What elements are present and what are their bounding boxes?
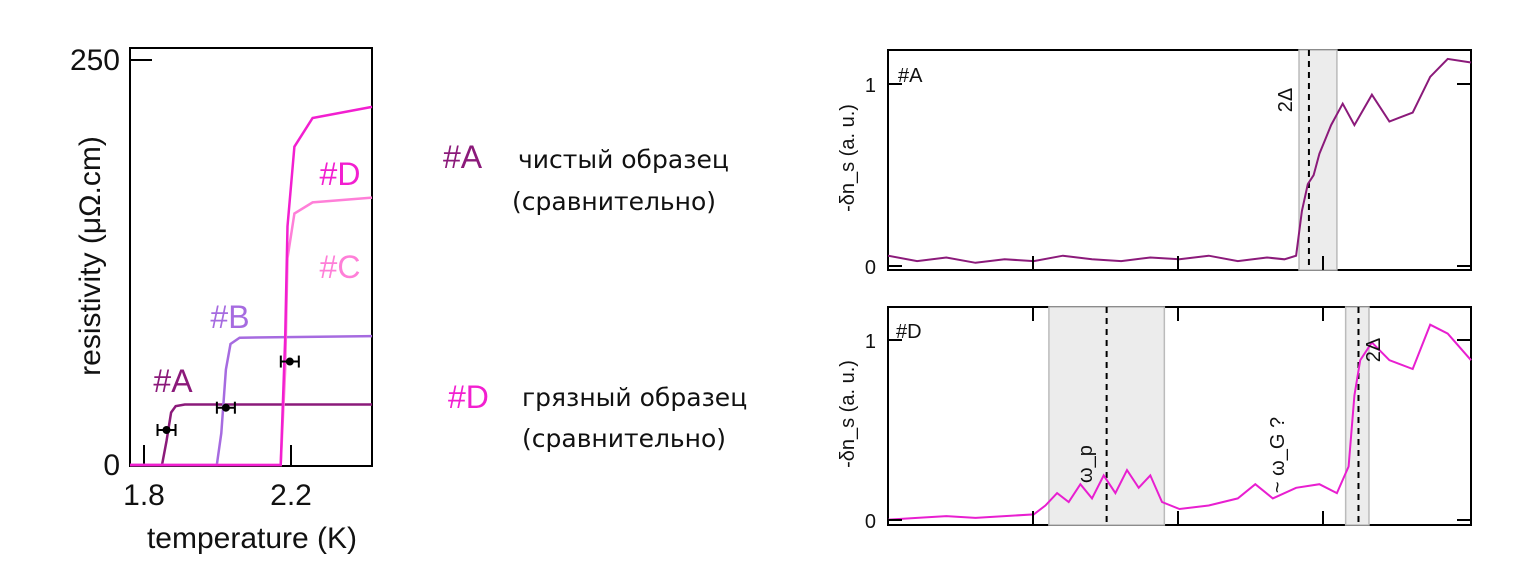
- series-label-b: #B: [210, 299, 249, 335]
- density-a-band-label: 2Δ: [1275, 88, 1297, 112]
- density-line-a: [887, 57, 1472, 264]
- density-d-sample-label: #D: [896, 321, 922, 343]
- density-d-ytick-1-label: 1: [865, 331, 876, 353]
- x-axis-label: temperature (K): [147, 522, 357, 555]
- density-chart-a: 1 0 #A -δn_s (a. u.) 2Δ: [837, 49, 1472, 279]
- density-a-ytick-0-label: 0: [865, 257, 876, 279]
- density-d-annotation: ~ ω_G ?: [1267, 417, 1289, 493]
- note-d-tag: #D: [448, 379, 489, 415]
- note-d-line1: грязный образец: [522, 383, 747, 412]
- note-a-tag: #A: [443, 139, 483, 175]
- ytick-250-label: 250: [70, 44, 120, 77]
- sample-notes: #A чистый образец (сравнительно) #D гряз…: [443, 139, 747, 453]
- density-chart-d: 1 0 #D -δn_s (a. u.) ω_p 2Δ ~ ω_G ?: [837, 306, 1472, 533]
- note-a-line2: (сравнительно): [512, 187, 716, 216]
- resistivity-line-c: [130, 196, 373, 467]
- error-bar-point: [279, 355, 300, 368]
- density-line-d: [887, 323, 1472, 521]
- note-d-line2: (сравнительно): [522, 424, 726, 453]
- resistivity-chart: 250 0 1.8 2.2 temperature (K) resistivit…: [70, 44, 373, 555]
- error-bar-point: [156, 423, 177, 436]
- density-a-y-axis-label: -δn_s (a. u.): [837, 104, 859, 212]
- error-bar-point: [215, 401, 236, 414]
- density-a-plot-frame: [887, 49, 1472, 271]
- ytick-0-label: 0: [103, 449, 120, 482]
- shaded-band: [1048, 306, 1166, 526]
- xtick-1.8-label: 1.8: [123, 479, 165, 512]
- y-axis-label: resistivity (μΩ.cm): [74, 136, 107, 376]
- density-d-y-axis-label: -δn_s (a. u.): [837, 360, 859, 468]
- shaded-band-gap: [1344, 306, 1370, 526]
- resistivity-series-group: [130, 105, 373, 467]
- resistivity-line-d: [130, 105, 373, 467]
- density-a-ytick-1-label: 1: [865, 75, 876, 97]
- density-d-band-label: ω_p: [1075, 445, 1097, 483]
- series-label-d: #D: [320, 156, 361, 192]
- series-label-c: #C: [320, 249, 361, 285]
- density-d-plot-frame: [887, 306, 1472, 526]
- xtick-2.2-label: 2.2: [270, 479, 312, 512]
- note-a-line1: чистый образец: [518, 145, 729, 174]
- density-d-ytick-0-label: 0: [865, 511, 876, 533]
- density-a-sample-label: #A: [898, 65, 923, 87]
- series-label-a: #A: [153, 363, 193, 399]
- resistivity-line-a: [130, 403, 372, 467]
- density-d-second-band-label: 2Δ: [1363, 338, 1385, 362]
